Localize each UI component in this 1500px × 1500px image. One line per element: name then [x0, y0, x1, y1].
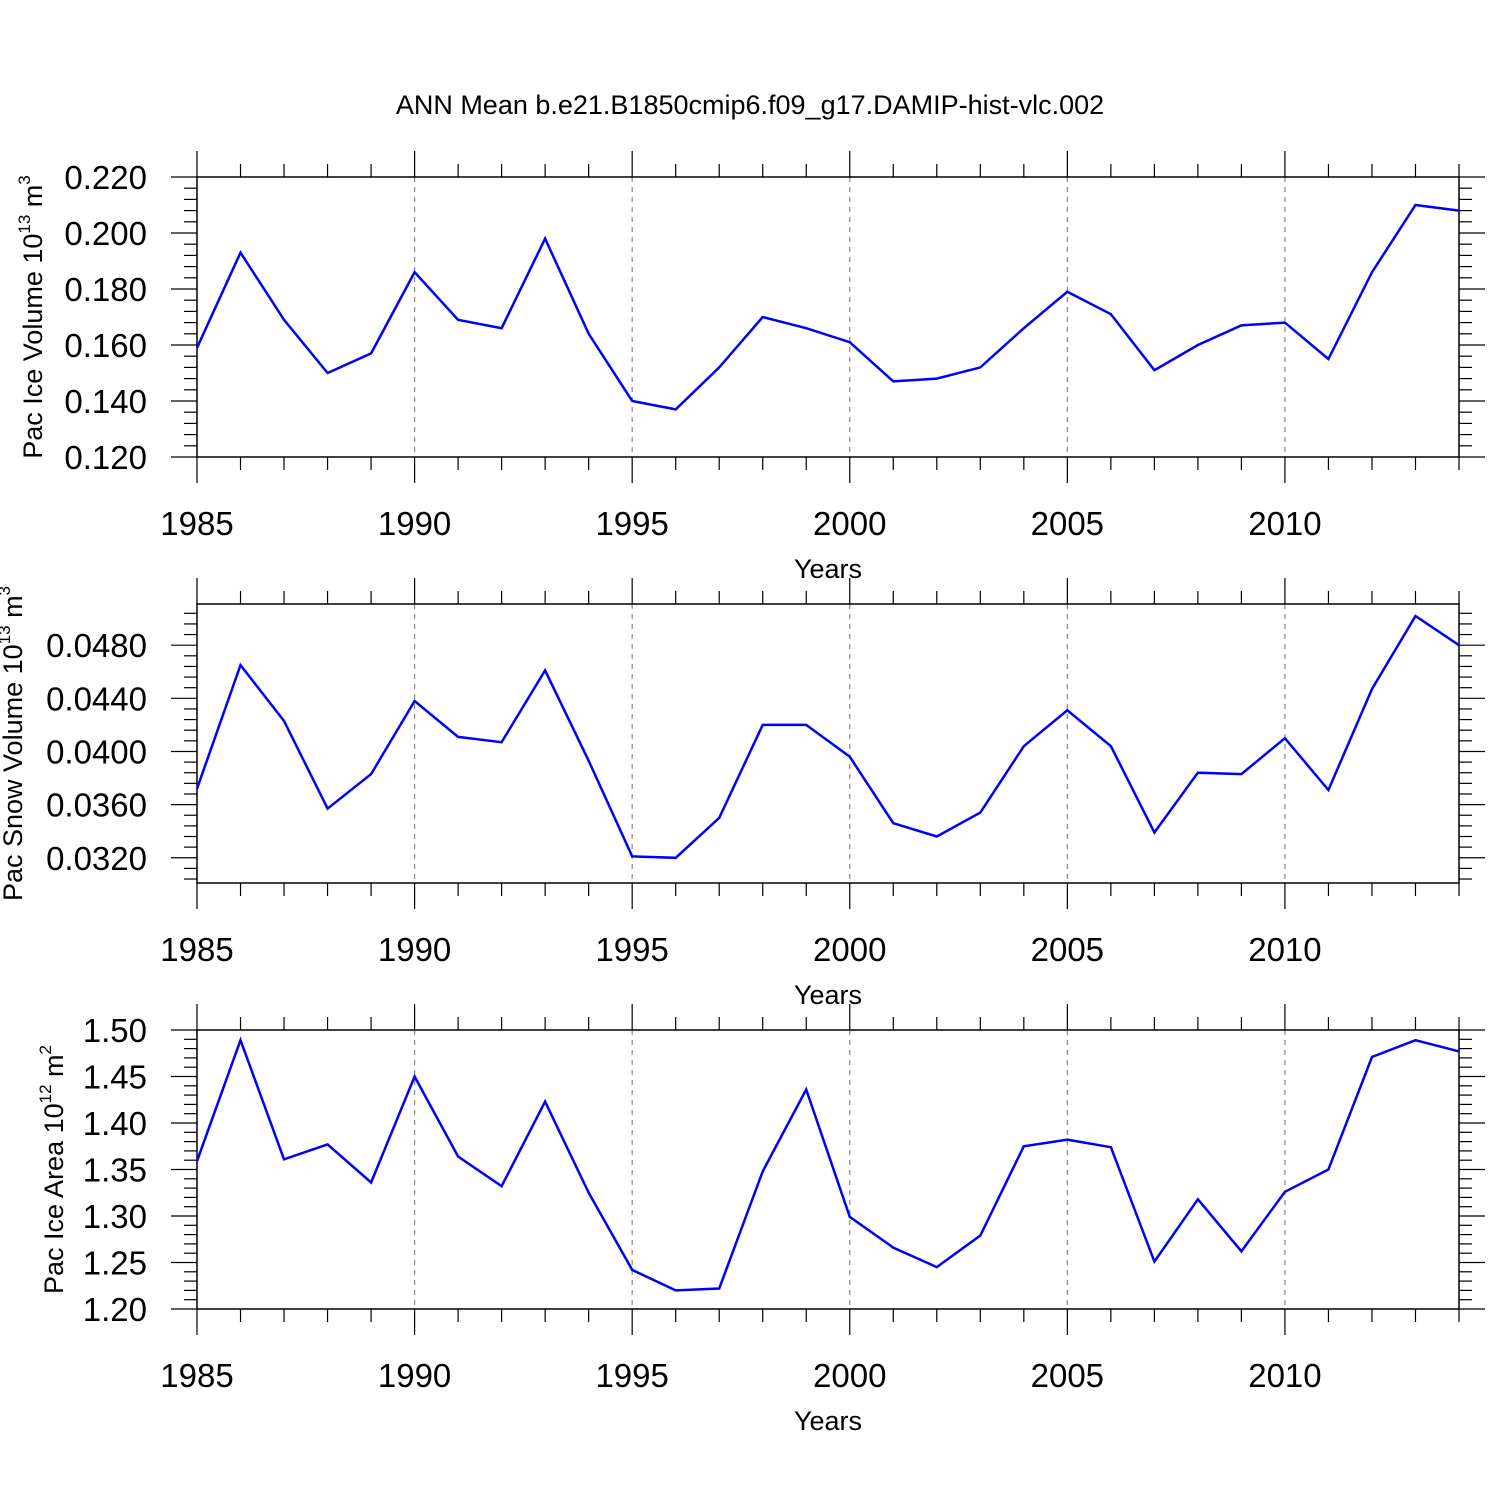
x-tick-label: 2000: [813, 505, 886, 542]
y-tick-label: 0.0480: [46, 627, 147, 664]
y-axis-label: Pac Ice Volume 1013 m3: [15, 175, 48, 459]
x-tick-label: 1990: [378, 505, 451, 542]
x-tick-label: 2010: [1248, 505, 1321, 542]
y-tick-label: 0.220: [64, 159, 147, 196]
x-tick-label: 1995: [595, 931, 668, 968]
x-tick-label: 1990: [378, 1357, 451, 1394]
panel-1: 1985 1990 1995 2000 2005 2010 Years 0.120 0.140 0…: [15, 151, 1485, 584]
plot-frame: [196, 603, 1460, 884]
y-tick-label: 1.45: [83, 1059, 147, 1096]
y-tick-label: 1.50: [83, 1012, 147, 1049]
panel-2: 1985 1990 1995 2000 2005 2010 Years 0.0320 0.036…: [0, 578, 1485, 1010]
y-tick-label: 1.35: [83, 1152, 147, 1189]
x-axis-label: Years: [794, 980, 862, 1010]
x-tick-label: 2005: [1031, 931, 1104, 968]
x-tick-label: 2000: [813, 931, 886, 968]
y-tick-label: 0.120: [64, 439, 147, 476]
series-line: [195, 203, 1460, 411]
y-tick-label: 0.0400: [46, 733, 147, 770]
x-axis-label: Years: [794, 1406, 862, 1436]
x-tick-label: 2010: [1248, 931, 1321, 968]
x-tick-label: 1985: [160, 505, 233, 542]
y-tick-label: 0.0360: [46, 787, 147, 824]
series-line: [195, 614, 1460, 860]
x-tick-label: 2005: [1031, 1357, 1104, 1394]
y-tick-label: 1.30: [83, 1198, 147, 1235]
x-tick-label: 2005: [1031, 505, 1104, 542]
series-line: [195, 1036, 1460, 1292]
x-axis-label: Years: [794, 554, 862, 584]
y-tick-label: 1.25: [83, 1245, 147, 1282]
x-tick-label: 1990: [378, 931, 451, 968]
y-tick-label: 1.40: [83, 1105, 147, 1142]
figure-title: ANN Mean b.e21.B1850cmip6.f09_g17.DAMIP-…: [396, 90, 1104, 120]
x-tick-label: 1995: [595, 1357, 668, 1394]
y-tick-label: 0.0440: [46, 680, 147, 717]
y-tick-label: 0.0320: [46, 840, 147, 877]
y-tick-label: 1.20: [83, 1291, 147, 1328]
y-axis-label: Pac Ice Area 1012 m2: [36, 1045, 69, 1294]
x-tick-label: 2000: [813, 1357, 886, 1394]
plot-frame: [196, 176, 1460, 458]
y-axis-label: Pac Snow Volume 1013 m3: [0, 586, 28, 901]
x-tick-label: 1985: [160, 931, 233, 968]
x-tick-label: 1985: [160, 1357, 233, 1394]
y-tick-label: 0.140: [64, 383, 147, 420]
y-tick-label: 0.180: [64, 271, 147, 308]
x-tick-label: 1995: [595, 505, 668, 542]
y-tick-label: 0.160: [64, 327, 147, 364]
y-tick-label: 0.200: [64, 215, 147, 252]
x-tick-label: 2010: [1248, 1357, 1321, 1394]
plot-frame: [196, 1029, 1460, 1310]
panel-3: 1985 1990 1995 2000 2005 2010 Years 1.20 1.25 1.3…: [36, 1004, 1485, 1436]
